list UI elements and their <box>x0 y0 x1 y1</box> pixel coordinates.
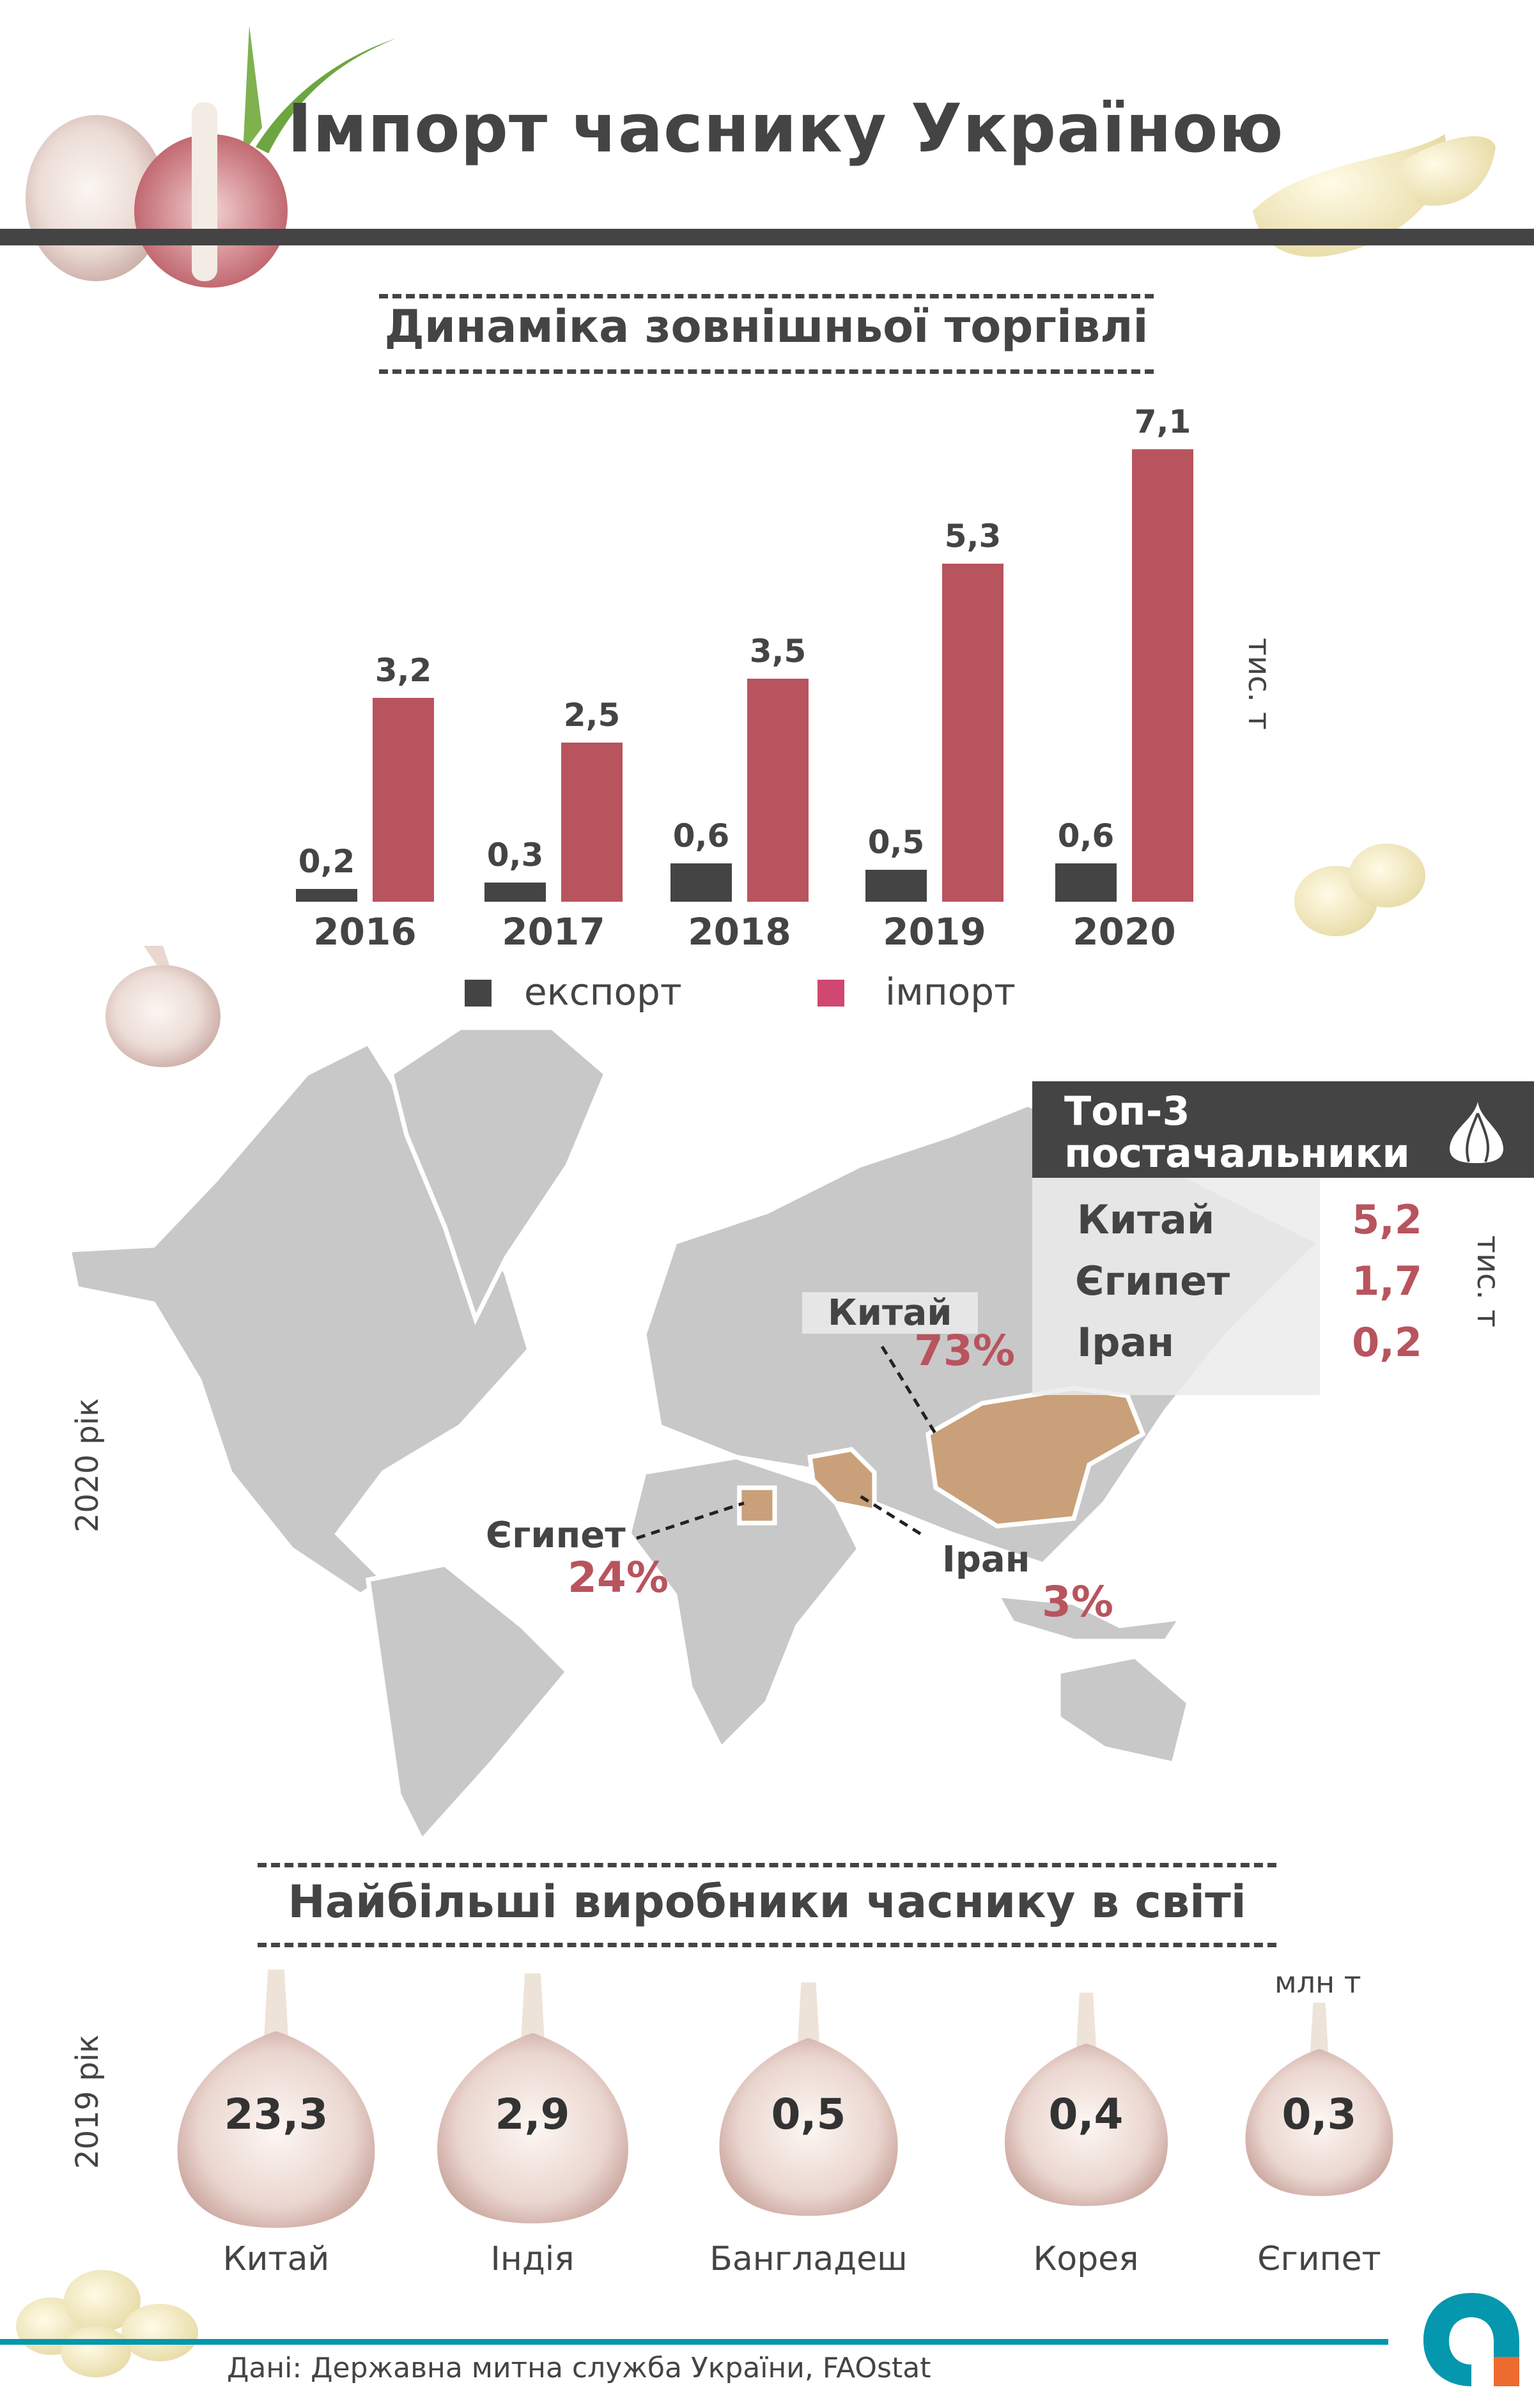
map-pct-egypt: 24% <box>568 1553 669 1602</box>
producer-value: 0,5 <box>771 2090 846 2139</box>
map-label-iran: Іран <box>942 1539 1030 1580</box>
map-indonesia <box>993 1592 1186 1644</box>
bar-export-2016 <box>296 889 357 902</box>
page-title: Імпорт часнику Україною <box>287 89 1284 167</box>
label-import-2020: 7,1 <box>1134 403 1191 440</box>
title-bar-divider <box>0 229 1534 245</box>
bar-export-2019 <box>865 870 927 902</box>
garlic-bulb-icon <box>177 1969 375 2228</box>
trade-bar-chart: 0,2 3,2 2016 0,3 2,5 2017 0,6 3,5 2018 0,5 5,3 2019… <box>0 0 1534 1086</box>
bar-import-2017 <box>561 742 623 902</box>
leader-china <box>880 1345 938 1435</box>
leader-egypt <box>636 1501 745 1540</box>
publisher-logo <box>1423 2293 1519 2386</box>
map-africa <box>626 1455 862 1753</box>
top3-title-line2: постачальники <box>1064 1130 1410 1177</box>
label-export-2018: 0,6 <box>672 817 730 855</box>
garlic-icon <box>1450 1102 1503 1163</box>
footer-line <box>0 2339 1388 2345</box>
bar-import-2016 <box>373 697 434 902</box>
legend-swatch-export <box>465 980 492 1007</box>
label-import-2019: 5,3 <box>944 518 1002 555</box>
map-australia <box>1056 1654 1192 1767</box>
map-pct-china: 73% <box>914 1326 1015 1375</box>
map-south-america <box>365 1562 571 1845</box>
map-greenland <box>388 1025 609 1325</box>
x-tick-2018: 2018 <box>688 910 791 953</box>
producers-unit: млн т <box>1274 1965 1361 2000</box>
garlic-bulb-icon <box>437 1973 628 2224</box>
x-tick-2017: 2017 <box>502 910 605 953</box>
map-china <box>926 1385 1146 1529</box>
subtitle-dash-top <box>379 294 1154 298</box>
map-north-america <box>66 1040 532 1598</box>
label-export-2020: 0,6 <box>1057 817 1115 855</box>
garlic-cloves-top-right <box>1253 134 1496 257</box>
producer-name: Бангладеш <box>709 2240 908 2278</box>
producer-name: Корея <box>1033 2240 1139 2278</box>
source-text: Дані: Державна митна служба України, FAO… <box>227 2352 931 2384</box>
garlic-bulb-left <box>105 946 221 1067</box>
top3-name-china: Китай <box>1077 1196 1215 1243</box>
legend-label-export: експорт <box>524 970 682 1014</box>
x-tick-2020: 2020 <box>1073 910 1176 953</box>
label-import-2016: 3,2 <box>375 651 432 689</box>
trade-subtitle: Динаміка зовнішньої торгівлі <box>384 300 1149 353</box>
garlic-bulb-icon <box>1245 2003 1393 2196</box>
bar-import-2018 <box>747 678 809 902</box>
producer-value: 2,9 <box>495 2090 570 2139</box>
map-label-egypt: Єгипет <box>486 1515 626 1556</box>
x-tick-2019: 2019 <box>883 910 986 953</box>
leader-iran <box>858 1493 922 1536</box>
map-pct-iran: 3% <box>1042 1577 1114 1626</box>
label-export-2019: 0,5 <box>867 824 925 861</box>
top3-header: Топ-3 постачальники <box>1032 1081 1534 1178</box>
bar-import-2020 <box>1132 449 1193 902</box>
producers-dash-top <box>258 1863 1276 1867</box>
garlic-bulb-icon <box>1004 1992 1168 2206</box>
bar-import-2019 <box>942 564 1003 902</box>
top3-value-china: 5,2 <box>1352 1196 1422 1243</box>
bar-export-2017 <box>484 883 546 902</box>
producer-value: 0,4 <box>1048 2090 1124 2139</box>
producer-name: Індія <box>490 2240 575 2278</box>
map-label-china: Китай <box>802 1292 978 1334</box>
top3-value-egypt: 1,7 <box>1352 1258 1422 1304</box>
label-export-2016: 0,2 <box>298 843 355 881</box>
top3-value-iran: 0,2 <box>1352 1319 1422 1366</box>
top3-name-egypt: Єгипет <box>1075 1258 1230 1304</box>
top3-title-line1: Топ-3 <box>1064 1088 1190 1134</box>
producer-value: 23,3 <box>224 2090 329 2139</box>
producers-title: Найбільші виробники часнику в світі <box>288 1876 1246 1928</box>
garlic-slices-right <box>1294 844 1425 936</box>
subtitle-dash-bottom <box>379 369 1154 374</box>
legend-swatch-import <box>817 980 844 1007</box>
label-import-2018: 3,5 <box>749 632 807 670</box>
label-export-2017: 0,3 <box>486 837 544 874</box>
map-iran <box>807 1447 877 1514</box>
x-tick-2016: 2016 <box>313 910 417 953</box>
producer-name: Китай <box>222 2240 330 2278</box>
legend-label-import: імпорт <box>885 970 1016 1014</box>
garlic-bulb-icon <box>719 1982 898 2216</box>
producer-value: 0,3 <box>1282 2090 1357 2139</box>
label-import-2017: 2,5 <box>563 696 621 734</box>
top3-panel <box>1032 1178 1320 1395</box>
top3-name-iran: Іран <box>1077 1319 1175 1366</box>
producer-name: Єгипет <box>1257 2240 1381 2278</box>
bar-export-2018 <box>670 863 732 902</box>
producers-dash-bottom <box>258 1943 1276 1947</box>
bar-export-2020 <box>1055 863 1117 902</box>
